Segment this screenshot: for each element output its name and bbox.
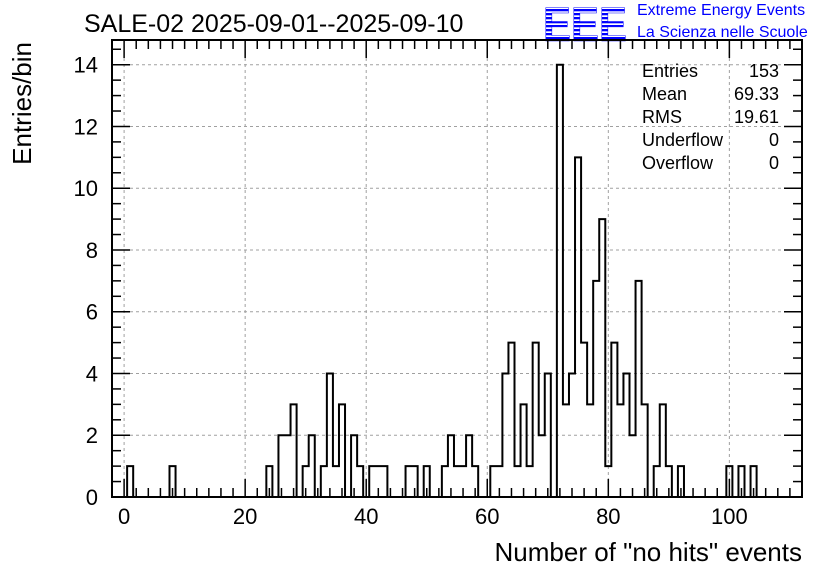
stat-value: 0 — [769, 130, 779, 150]
stat-label: Entries — [642, 61, 698, 81]
stats-box: Entries 153 Mean 69.33 RMS 19.61 Underflow 0 Ove… — [642, 61, 779, 173]
axis-ticks — [112, 40, 803, 498]
y-tick-label: 6 — [86, 300, 98, 325]
stat-value: 69.33 — [734, 84, 779, 104]
x-tick-label: 60 — [475, 504, 499, 529]
histogram-outline — [126, 63, 758, 497]
x-tick-label: 40 — [354, 504, 378, 529]
chart-title: SALE-02 2025-09-01--2025-09-10 — [84, 10, 464, 38]
y-axis-label: Entries/bin — [7, 42, 37, 165]
x-tick-label: 100 — [711, 504, 748, 529]
y-tick-label: 0 — [86, 485, 98, 510]
stat-label: RMS — [642, 107, 682, 127]
eee-logo-icon: EEE — [543, 1, 627, 45]
y-tick-label: 12 — [74, 114, 98, 139]
plot-frame — [111, 39, 803, 498]
x-axis-label: Number of "no hits" events — [495, 537, 803, 567]
stat-value: 19.61 — [734, 107, 779, 127]
y-tick-label: 2 — [86, 423, 98, 448]
y-tick-label: 8 — [86, 238, 98, 263]
stat-label: Mean — [642, 84, 687, 104]
stat-label: Overflow — [642, 153, 714, 173]
x-tick-label: 0 — [118, 504, 130, 529]
x-tick-label: 80 — [596, 504, 620, 529]
y-tick-label: 14 — [74, 53, 98, 78]
stat-value: 0 — [769, 153, 779, 173]
stat-label: Underflow — [642, 130, 724, 150]
logo-letters: EEE — [543, 1, 627, 45]
logo-caption-line1: Extreme Energy Events — [637, 2, 806, 19]
axis-tick-labels: 0 20 40 60 80 100 0 2 4 6 8 10 12 14 — [74, 53, 748, 529]
y-tick-label: 10 — [74, 176, 98, 201]
y-tick-label: 4 — [86, 361, 98, 386]
grid-lines — [112, 40, 802, 497]
x-tick-label: 20 — [233, 504, 257, 529]
stat-value: 153 — [749, 61, 779, 81]
logo-caption-line2: La Scienza nelle Scuole — [637, 24, 808, 41]
